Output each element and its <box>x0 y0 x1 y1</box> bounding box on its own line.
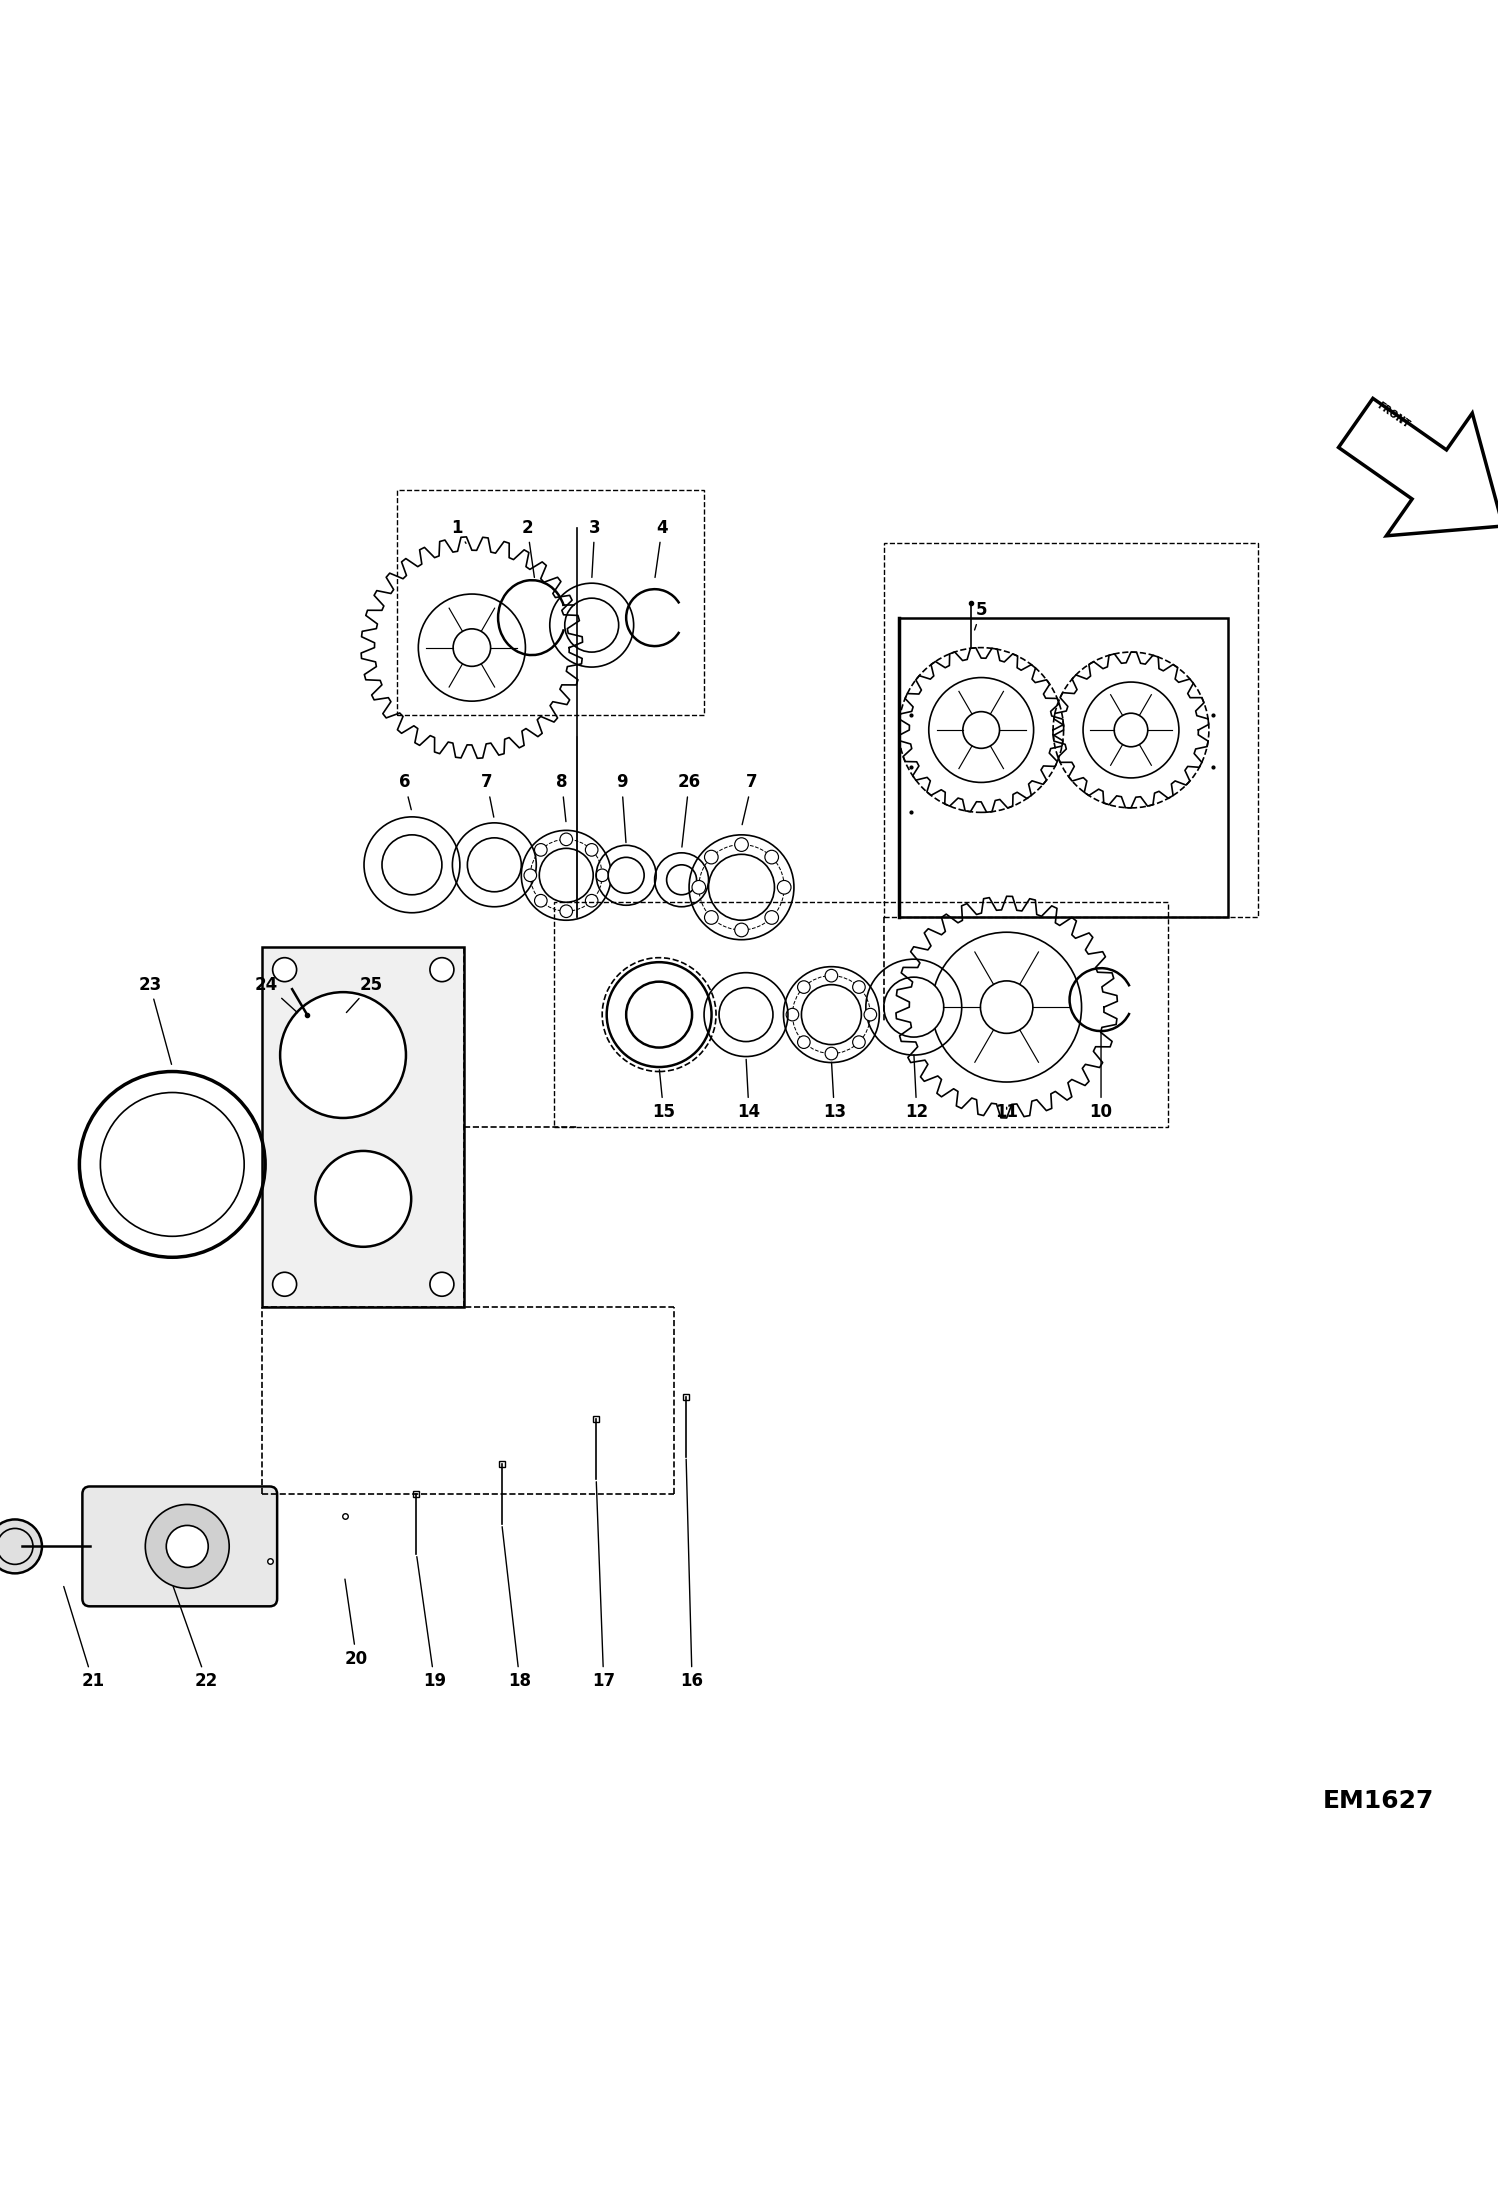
Text: 7: 7 <box>481 774 494 816</box>
Text: 24: 24 <box>255 976 298 1014</box>
Text: 8: 8 <box>556 774 568 821</box>
Circle shape <box>608 858 644 893</box>
Circle shape <box>704 851 718 864</box>
Text: 23: 23 <box>138 976 172 1064</box>
Circle shape <box>315 1152 410 1246</box>
Text: 13: 13 <box>822 1062 846 1121</box>
Circle shape <box>825 970 837 983</box>
Circle shape <box>777 880 791 895</box>
Polygon shape <box>1339 399 1498 535</box>
Circle shape <box>100 1093 244 1235</box>
Text: 1: 1 <box>451 518 466 544</box>
Circle shape <box>430 1273 454 1297</box>
Text: 21: 21 <box>64 1586 105 1689</box>
Text: FRONT: FRONT <box>1375 402 1411 430</box>
Circle shape <box>430 959 454 981</box>
Text: 5: 5 <box>975 601 987 630</box>
Text: 11: 11 <box>995 1104 1019 1121</box>
Circle shape <box>0 1520 42 1573</box>
Circle shape <box>280 992 406 1119</box>
Text: 7: 7 <box>742 774 758 825</box>
Text: 19: 19 <box>416 1556 446 1689</box>
Circle shape <box>765 851 779 864</box>
Circle shape <box>586 842 598 856</box>
Circle shape <box>626 981 692 1047</box>
Text: 20: 20 <box>345 1580 369 1667</box>
Circle shape <box>560 834 572 845</box>
FancyBboxPatch shape <box>262 948 464 1308</box>
Text: 26: 26 <box>677 774 701 847</box>
Text: 25: 25 <box>346 976 383 1014</box>
Circle shape <box>145 1505 229 1588</box>
Circle shape <box>852 1036 866 1049</box>
Circle shape <box>797 1036 810 1049</box>
Circle shape <box>273 959 297 981</box>
Circle shape <box>734 838 749 851</box>
Circle shape <box>535 842 547 856</box>
Circle shape <box>884 976 944 1038</box>
Text: 14: 14 <box>737 1060 761 1121</box>
Circle shape <box>704 911 718 924</box>
Text: 12: 12 <box>905 1055 929 1121</box>
Circle shape <box>765 911 779 924</box>
Text: 3: 3 <box>589 518 601 577</box>
Circle shape <box>382 836 442 895</box>
Circle shape <box>565 599 619 652</box>
Circle shape <box>166 1525 208 1567</box>
Text: EM1627: EM1627 <box>1323 1788 1434 1812</box>
Circle shape <box>864 1009 876 1020</box>
Circle shape <box>596 869 608 882</box>
FancyBboxPatch shape <box>82 1488 277 1606</box>
Circle shape <box>797 981 810 994</box>
Text: 15: 15 <box>652 1071 676 1121</box>
Text: 16: 16 <box>680 1459 704 1689</box>
Circle shape <box>692 880 706 895</box>
Circle shape <box>667 864 697 895</box>
Text: 4: 4 <box>655 518 668 577</box>
Circle shape <box>524 869 536 882</box>
Text: 22: 22 <box>174 1586 219 1689</box>
Circle shape <box>734 924 749 937</box>
Text: 18: 18 <box>502 1527 532 1689</box>
Circle shape <box>852 981 866 994</box>
Circle shape <box>273 1273 297 1297</box>
Circle shape <box>786 1009 798 1020</box>
Circle shape <box>719 987 773 1042</box>
Text: 10: 10 <box>1089 1033 1113 1121</box>
Circle shape <box>467 838 521 891</box>
Text: 2: 2 <box>521 518 535 577</box>
Text: 6: 6 <box>398 774 412 810</box>
Circle shape <box>560 904 572 917</box>
Circle shape <box>586 895 598 906</box>
Circle shape <box>825 1047 837 1060</box>
Text: 9: 9 <box>616 774 628 842</box>
Text: 17: 17 <box>592 1481 616 1689</box>
Circle shape <box>535 895 547 906</box>
